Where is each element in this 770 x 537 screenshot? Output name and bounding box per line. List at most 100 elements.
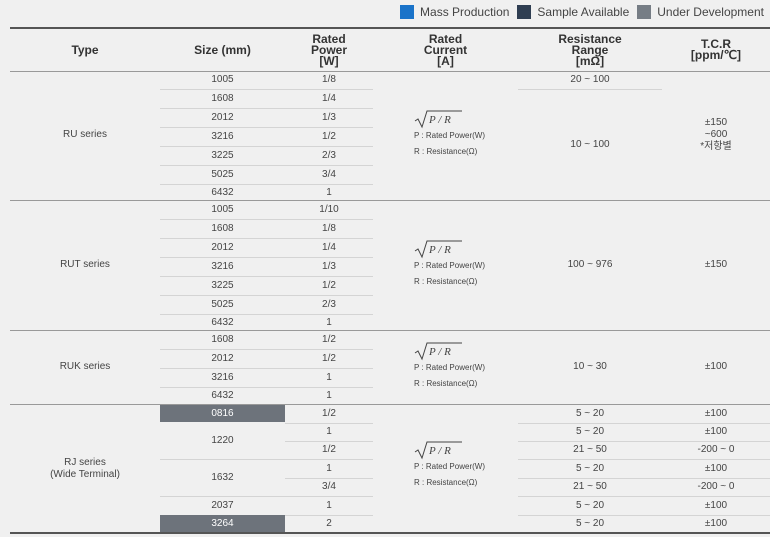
rj-range: 5 ~ 20 [575,408,605,419]
rj-power: 1 [326,500,332,511]
header-size: Size (mm) [194,42,251,57]
ru-tcr: ±150 ~600 *저항별 [700,117,732,152]
rut-series-type: RUT series [60,259,110,270]
rj-tcr: -200 ~ 0 [697,481,735,492]
rj-size-under-development: 0816 [160,405,285,422]
rut-power: 1/2 [322,280,336,291]
legend-sample-available: Sample Available [517,5,629,19]
rut-power: 1/3 [322,261,336,272]
rut-size: 1005 [211,204,234,215]
square-root-symbol: P / R [414,110,462,129]
ru-size: 6432 [211,186,234,198]
ru-power: 3/4 [322,169,336,180]
header-type: Type [71,42,99,57]
rj-power: 2 [326,517,332,529]
rj-size: 2037 [211,499,234,511]
rj-tcr: -200 ~ 0 [697,444,735,455]
rj-tcr: ±100 [704,517,728,529]
rut-power: 1 [326,316,332,328]
rated-current-formula: P / R P : Rated Power(W) R : Resistance(… [414,440,485,488]
rj-size-under-development: 3264 [160,515,285,532]
rj-range: 21 ~ 50 [573,481,607,492]
rut-size: 2012 [211,242,234,253]
rut-tcr: ±150 [704,259,728,270]
ruk-tcr: ±100 [704,361,728,372]
product-spec-table: Type Size (mm) Rated Power [W] Rated Curren… [10,27,770,534]
sample-available-swatch [517,5,532,19]
ruk-power: 1 [326,389,332,401]
ru-range-first: 20 ~ 100 [570,74,610,85]
ru-power: 1/3 [322,112,336,123]
header-rated-power: Rated Power [W] [310,31,347,68]
legend-label: Mass Production [420,5,510,19]
rut-power: 1/4 [322,242,336,253]
ruk-power: 1/2 [322,353,336,364]
ru-power: 2/3 [322,150,336,161]
ruk-range: 10 ~ 30 [573,361,607,372]
rj-range: 5 ~ 20 [575,517,605,529]
ru-power: 1/4 [322,93,336,104]
rj-size: 1220 [211,435,234,446]
header-resistance-range: Resistance Range [mΩ] [558,31,622,68]
formula-resistance-note: R : Resistance(Ω) [414,478,478,487]
rated-current-formula: P / R P : Rated Power(W) R : Resistance(… [414,341,485,389]
rj-range: 21 ~ 50 [573,444,607,455]
ru-size: 3225 [211,150,234,161]
legend-label: Sample Available [537,5,630,19]
rut-size: 3225 [211,280,234,291]
ruk-power: 1 [326,372,332,383]
square-root-symbol: P / R [414,240,462,259]
ru-size: 5025 [211,169,234,180]
ruk-power: 1/2 [322,334,336,345]
header-rated-current: Rated Current [A] [423,31,468,68]
rut-size: 1608 [211,223,234,234]
rut-size: 3216 [211,261,234,272]
mass-production-swatch [400,5,415,19]
rj-power: 1/2 [322,408,336,419]
ruk-size: 3216 [211,372,234,383]
ru-size: 2012 [211,112,234,123]
ruk-series-type: RUK series [59,361,111,372]
rj-tcr: ±100 [704,408,728,419]
rj-power: 1/2 [322,444,336,455]
rut-power: 1/10 [319,204,339,215]
ru-range-rest: 10 ~ 100 [570,139,610,150]
formula-expression: P / R [428,445,451,457]
formula-power-note: P : Rated Power(W) [414,462,485,471]
formula-resistance-note: R : Resistance(Ω) [414,277,478,286]
rut-size: 5025 [211,299,234,310]
rj-range: 5 ~ 20 [575,500,605,511]
formula-expression: P / R [428,244,451,256]
rj-size: 1632 [211,472,234,483]
under-development-swatch [637,5,652,19]
formula-expression: P / R [428,114,451,126]
rut-power: 2/3 [322,299,336,310]
ru-series-type: RU series [63,129,107,140]
header-tcr: T.C.R [ppm/℃] [690,37,742,62]
ru-power: 1 [326,186,332,198]
rj-tcr: ±100 [704,426,728,437]
ru-size: 1608 [211,93,234,104]
square-root-symbol: P / R [414,342,462,361]
rj-range: 5 ~ 20 [575,426,605,437]
status-legend: Mass Production Sample Available Under D… [392,3,764,21]
ru-size: 3216 [211,131,234,142]
ruk-size: 1608 [211,334,234,345]
rut-power: 1/8 [322,223,336,234]
formula-power-note: P : Rated Power(W) [414,363,485,372]
legend-label: Under Development [657,5,764,19]
legend-mass-production: Mass Production [400,5,509,19]
rj-series-type: RJ series (Wide Terminal) [50,456,120,480]
rj-power: 1 [326,426,332,437]
rated-current-formula: P / R P : Rated Power(W) R : Resistance(… [414,109,485,157]
rj-power: 3/4 [322,481,336,492]
rj-range: 5 ~ 20 [575,463,605,474]
ru-power: 1/8 [322,74,336,85]
rated-current-formula: P / R P : Rated Power(W) R : Resistance(… [414,239,485,287]
ru-size: 1005 [211,74,234,85]
square-root-symbol: P / R [414,441,462,460]
formula-power-note: P : Rated Power(W) [414,261,485,270]
rut-range: 100 ~ 976 [567,259,613,270]
formula-expression: P / R [428,346,451,358]
formula-resistance-note: R : Resistance(Ω) [414,379,478,388]
